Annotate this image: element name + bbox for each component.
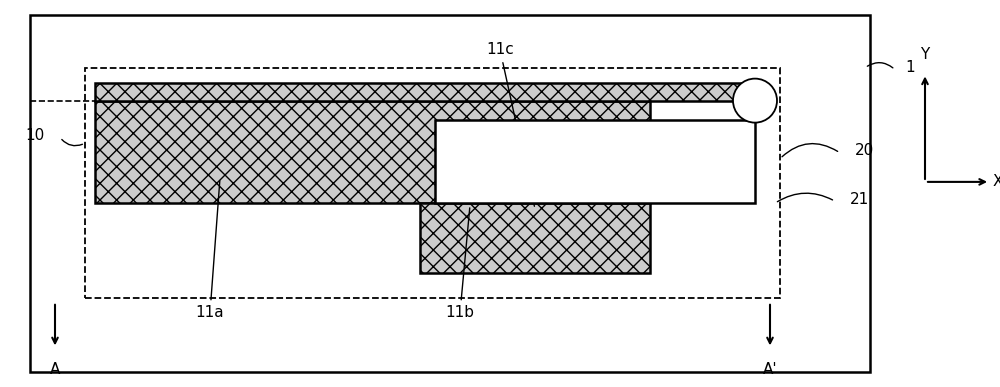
Bar [95,101,650,203]
Text: 20: 20 [855,144,874,158]
Bar [95,83,765,101]
Text: 11b: 11b [446,208,475,320]
Text: 11a: 11a [196,181,224,320]
Text: 21: 21 [850,192,869,207]
Bar [30,15,870,372]
Text: 1: 1 [905,60,915,75]
Text: 10: 10 [26,128,45,143]
Text: 11c: 11c [486,42,534,206]
Text: Y: Y [920,47,930,62]
Bar [85,68,780,298]
Text: A': A' [763,362,777,377]
Circle shape [733,79,777,123]
Bar [435,120,755,203]
Text: X: X [993,175,1000,189]
Text: A: A [50,362,60,377]
Bar [420,203,650,273]
